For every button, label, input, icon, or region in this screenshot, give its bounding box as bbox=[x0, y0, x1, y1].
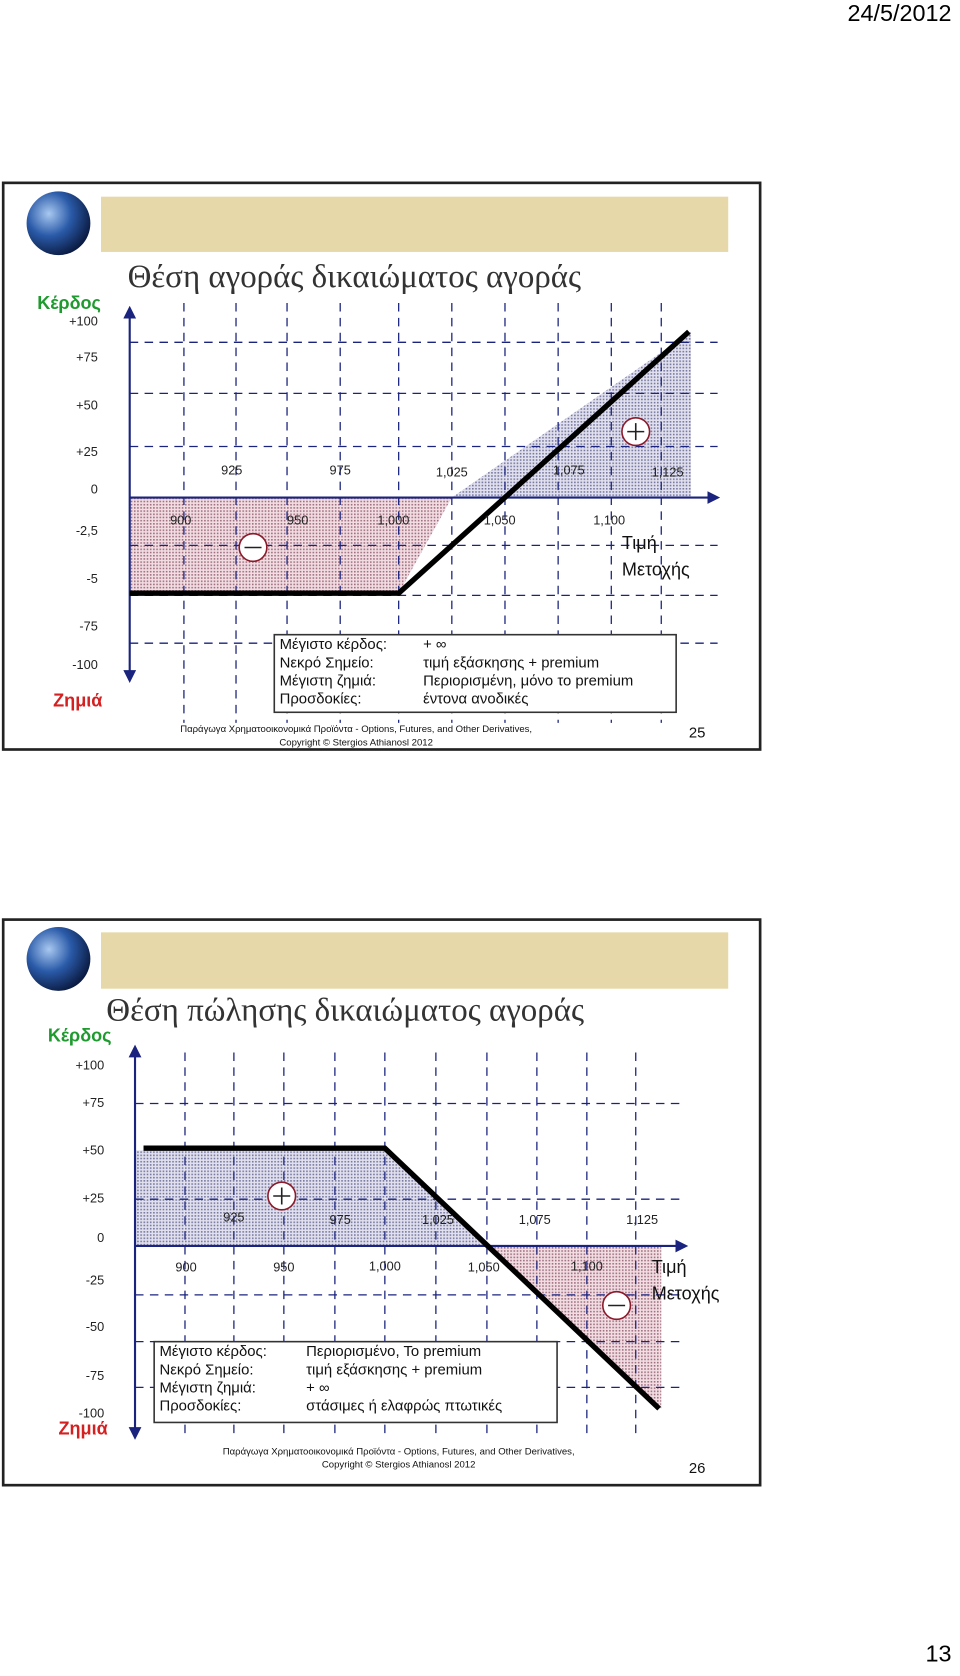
x-label-lower: 1,100 bbox=[571, 1259, 603, 1274]
x-label-upper: 1,025 bbox=[422, 1212, 454, 1227]
x-axis-label: Τιμή bbox=[622, 533, 657, 553]
profit-label: Κέρδος bbox=[37, 293, 101, 313]
slide-number: 25 bbox=[689, 725, 706, 741]
slide-title: Θέση πώλησης δικαιώματος αγοράς bbox=[106, 993, 584, 1029]
info-value: + ∞ bbox=[423, 637, 447, 653]
info-value: τιμή εξάσκησης + premium bbox=[423, 655, 599, 671]
y-tick-label: 0 bbox=[91, 481, 98, 496]
info-box bbox=[273, 633, 677, 714]
globe-icon bbox=[26, 927, 91, 991]
info-value: Περιορισμένη, μόνο το premium bbox=[423, 673, 633, 689]
y-tick-label: +25 bbox=[76, 444, 98, 459]
y-tick-label: +100 bbox=[75, 1058, 104, 1073]
info-label: Μέγιστο κέρδος: bbox=[159, 1344, 266, 1360]
x-label-lower: 950 bbox=[273, 1260, 294, 1275]
x-axis-label: Μετοχής bbox=[652, 1284, 720, 1304]
profit-area bbox=[135, 1150, 484, 1246]
profit-label: Κέρδος bbox=[48, 1025, 112, 1045]
loss-area bbox=[129, 497, 452, 594]
info-label: Προσδοκίες: bbox=[280, 691, 362, 707]
map-banner bbox=[100, 932, 729, 989]
footer-text: Παράγωγα Χρηματοοικονομικά Προϊόντα - Op… bbox=[223, 1447, 575, 1458]
x-label-upper: 1,125 bbox=[652, 464, 684, 479]
page-number: 13 bbox=[925, 1640, 951, 1666]
footer-text: Παράγωγα Χρηματοοικονομικά Προϊόντα - Op… bbox=[180, 724, 532, 735]
footer-text: Copyright © Stergios Athianosl 2012 bbox=[322, 1460, 476, 1471]
loss-label: Ζημιά bbox=[58, 1419, 107, 1439]
info-label: Προσδοκίες: bbox=[159, 1398, 241, 1414]
date: 24/5/2012 bbox=[847, 0, 951, 26]
y-tick-label: -50 bbox=[86, 1319, 104, 1334]
x-label-lower: 1,000 bbox=[369, 1259, 401, 1274]
info-label: Μέγιστη ζημιά: bbox=[159, 1380, 255, 1396]
map-banner bbox=[100, 196, 729, 252]
x-label-upper: 1,075 bbox=[553, 462, 585, 477]
y-tick-label: -75 bbox=[79, 619, 97, 634]
info-value: στάσιμες ή ελαφρώς πτωτικές bbox=[306, 1398, 502, 1414]
info-label: Μέγιστη ζημιά: bbox=[280, 673, 376, 689]
x-label-lower: 900 bbox=[175, 1260, 196, 1275]
y-tick-label: -100 bbox=[79, 1405, 105, 1420]
x-label-lower: 1,000 bbox=[377, 512, 409, 527]
x-label-lower: 1,050 bbox=[484, 512, 516, 527]
x-label-lower: 1,050 bbox=[468, 1260, 500, 1275]
y-tick-label: +25 bbox=[83, 1191, 105, 1206]
y-tick-label: +100 bbox=[69, 313, 98, 328]
y-tick-label: -25 bbox=[86, 1272, 104, 1287]
x-label-lower: 950 bbox=[287, 512, 308, 527]
x-label-upper: 925 bbox=[223, 1210, 244, 1225]
x-label-upper: 975 bbox=[330, 462, 351, 477]
x-label-upper: 1,025 bbox=[436, 464, 468, 479]
loss-label: Ζημιά bbox=[53, 690, 102, 710]
info-value: έντονα ανοδικές bbox=[423, 691, 528, 707]
x-axis-label: Τιμή bbox=[652, 1257, 687, 1277]
x-label-lower: 900 bbox=[170, 512, 191, 527]
profit-area bbox=[451, 331, 692, 498]
info-value: τιμή εξάσκησης + premium bbox=[306, 1362, 482, 1378]
x-label-lower: 1,100 bbox=[593, 512, 625, 527]
y-tick-label: +50 bbox=[76, 397, 98, 412]
y-tick-label: -2,5 bbox=[76, 523, 98, 538]
footer-text: Copyright © Stergios Athianosl 2012 bbox=[279, 738, 433, 749]
x-label-upper: 1,125 bbox=[626, 1212, 658, 1227]
info-label: Μέγιστο κέρδος: bbox=[280, 637, 387, 653]
y-tick-label: -100 bbox=[72, 657, 98, 672]
x-label-upper: 925 bbox=[221, 462, 242, 477]
info-box bbox=[153, 1340, 558, 1424]
x-label-upper: 975 bbox=[330, 1212, 351, 1227]
y-tick-label: +75 bbox=[83, 1095, 105, 1110]
payoff-line bbox=[129, 329, 691, 596]
slide-number: 26 bbox=[689, 1461, 706, 1477]
payoff-line bbox=[143, 1145, 661, 1411]
y-tick-label: +50 bbox=[83, 1143, 105, 1158]
slide-title: Θέση αγοράς δικαιώματος αγοράς bbox=[128, 259, 581, 295]
info-label: Νεκρό Σημείο: bbox=[280, 655, 374, 671]
x-axis-label: Μετοχής bbox=[622, 560, 690, 580]
info-value: Περιορισμένο, Το premium bbox=[306, 1344, 481, 1360]
y-tick-label: 0 bbox=[97, 1230, 104, 1245]
info-label: Νεκρό Σημείο: bbox=[159, 1362, 253, 1378]
y-tick-label: -75 bbox=[86, 1368, 104, 1383]
y-tick-label: -5 bbox=[86, 571, 97, 586]
globe-icon bbox=[26, 191, 91, 256]
info-value: + ∞ bbox=[306, 1380, 330, 1396]
y-tick-label: +75 bbox=[76, 350, 98, 365]
x-label-upper: 1,075 bbox=[519, 1212, 551, 1227]
